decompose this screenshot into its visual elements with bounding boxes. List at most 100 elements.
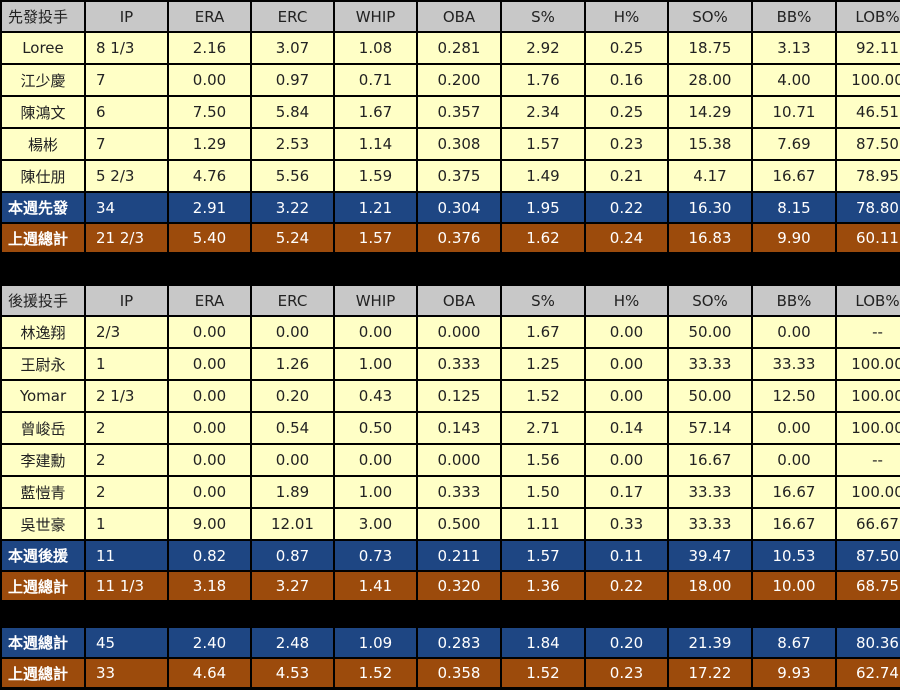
cell-h-pct: 0.00	[586, 317, 667, 347]
cell-bb-pct: 10.53	[753, 541, 835, 570]
table-row: 陳仕朋 5 2/3 4.76 5.56 1.59 0.375 1.49 0.21 4.17 16.…	[2, 161, 900, 191]
cell-oba: 0.320	[418, 572, 500, 600]
cell-lob-pct: 92.11	[837, 33, 900, 63]
cell-oba: 0.500	[418, 509, 500, 539]
cell-ip: 21 2/3	[86, 224, 167, 252]
cell-so-pct: 33.33	[669, 477, 751, 507]
cell-s-pct: 2.34	[502, 97, 584, 127]
pitcher-name: 吳世豪	[2, 509, 84, 539]
cell-so-pct: 50.00	[669, 317, 751, 347]
col-header-oba: OBA	[418, 2, 500, 31]
cell-so-pct: 16.30	[669, 193, 751, 222]
cell-bb-pct: 9.93	[753, 659, 835, 687]
cell-s-pct: 1.57	[502, 541, 584, 570]
cell-oba: 0.376	[418, 224, 500, 252]
cell-whip: 1.57	[335, 224, 416, 252]
starters-header-row: 先發投手 IP ERA ERC WHIP OBA S% H% SO% BB% L…	[2, 2, 900, 31]
cell-h-pct: 0.22	[586, 572, 667, 600]
cell-era: 0.00	[169, 381, 250, 411]
cell-bb-pct: 9.90	[753, 224, 835, 252]
cell-ip: 2	[86, 413, 167, 443]
cell-bb-pct: 3.13	[753, 33, 835, 63]
cell-era: 2.16	[169, 33, 250, 63]
col-header-whip: WHIP	[335, 2, 416, 31]
cell-oba: 0.357	[418, 97, 500, 127]
cell-bb-pct: 0.00	[753, 445, 835, 475]
cell-oba: 0.283	[418, 628, 500, 657]
cell-lob-pct: 100.00	[837, 381, 900, 411]
cell-so-pct: 33.33	[669, 509, 751, 539]
cell-ip: 11	[86, 541, 167, 570]
cell-ip: 45	[86, 628, 167, 657]
cell-lob-pct: 46.51	[837, 97, 900, 127]
cell-so-pct: 18.00	[669, 572, 751, 600]
cell-so-pct: 39.47	[669, 541, 751, 570]
cell-lob-pct: 87.50	[837, 129, 900, 159]
cell-era: 5.40	[169, 224, 250, 252]
pitcher-name: 上週總計	[2, 659, 84, 687]
cell-bb-pct: 0.00	[753, 317, 835, 347]
cell-erc: 5.84	[252, 97, 333, 127]
col-header-oba: OBA	[418, 286, 500, 315]
cell-ip: 7	[86, 65, 167, 95]
cell-h-pct: 0.00	[586, 381, 667, 411]
cell-lob-pct: 87.50	[837, 541, 900, 570]
cell-era: 1.29	[169, 129, 250, 159]
table-row: 林逸翔 2/3 0.00 0.00 0.00 0.000 1.67 0.00 50.00 0.00…	[2, 317, 900, 347]
cell-era: 0.00	[169, 349, 250, 379]
col-header-s-pct: S%	[502, 2, 584, 31]
col-header-whip: WHIP	[335, 286, 416, 315]
cell-s-pct: 1.36	[502, 572, 584, 600]
cell-ip: 2 1/3	[86, 381, 167, 411]
cell-h-pct: 0.20	[586, 628, 667, 657]
pitcher-name: Loree	[2, 33, 84, 63]
col-header-era: ERA	[169, 2, 250, 31]
table-row: Yomar 2 1/3 0.00 0.20 0.43 0.125 1.52 0.00 50.00…	[2, 381, 900, 411]
cell-h-pct: 0.00	[586, 349, 667, 379]
pitcher-name: 王尉永	[2, 349, 84, 379]
cell-lob-pct: 80.36	[837, 628, 900, 657]
cell-erc: 0.00	[252, 445, 333, 475]
pitcher-name: Yomar	[2, 381, 84, 411]
cell-erc: 0.20	[252, 381, 333, 411]
cell-s-pct: 1.62	[502, 224, 584, 252]
cell-era: 0.82	[169, 541, 250, 570]
cell-h-pct: 0.21	[586, 161, 667, 191]
col-header-ip: IP	[86, 286, 167, 315]
cell-bb-pct: 8.67	[753, 628, 835, 657]
cell-so-pct: 16.67	[669, 445, 751, 475]
cell-oba: 0.333	[418, 477, 500, 507]
cell-h-pct: 0.22	[586, 193, 667, 222]
cell-s-pct: 1.84	[502, 628, 584, 657]
relievers-table: 後援投手 IP ERA ERC WHIP OBA S% H% SO% BB% L…	[0, 284, 900, 602]
table-row: 李建勳 2 0.00 0.00 0.00 0.000 1.56 0.00 16.67 0.00 --	[2, 445, 900, 475]
pitcher-name: 藍愷青	[2, 477, 84, 507]
col-header-so-pct: SO%	[669, 2, 751, 31]
cell-lob-pct: 78.95	[837, 161, 900, 191]
cell-whip: 1.52	[335, 659, 416, 687]
cell-ip: 7	[86, 129, 167, 159]
cell-so-pct: 21.39	[669, 628, 751, 657]
cell-era: 4.64	[169, 659, 250, 687]
cell-s-pct: 1.52	[502, 659, 584, 687]
cell-erc: 5.24	[252, 224, 333, 252]
cell-ip: 11 1/3	[86, 572, 167, 600]
cell-s-pct: 1.67	[502, 317, 584, 347]
cell-h-pct: 0.23	[586, 659, 667, 687]
pitcher-name: 江少慶	[2, 65, 84, 95]
cell-bb-pct: 12.50	[753, 381, 835, 411]
cell-whip: 1.00	[335, 349, 416, 379]
cell-erc: 2.48	[252, 628, 333, 657]
cell-s-pct: 1.49	[502, 161, 584, 191]
col-header-ip: IP	[86, 2, 167, 31]
cell-ip: 34	[86, 193, 167, 222]
cell-so-pct: 18.75	[669, 33, 751, 63]
cell-so-pct: 57.14	[669, 413, 751, 443]
totals-last-week-row: 上週總計 33 4.64 4.53 1.52 0.358 1.52 0.23 17.22 9.93…	[2, 659, 900, 687]
cell-bb-pct: 8.15	[753, 193, 835, 222]
cell-erc: 3.27	[252, 572, 333, 600]
cell-erc: 0.54	[252, 413, 333, 443]
cell-ip: 2	[86, 445, 167, 475]
table-row: Loree 8 1/3 2.16 3.07 1.08 0.281 2.92 0.25 18.75…	[2, 33, 900, 63]
cell-oba: 0.308	[418, 129, 500, 159]
